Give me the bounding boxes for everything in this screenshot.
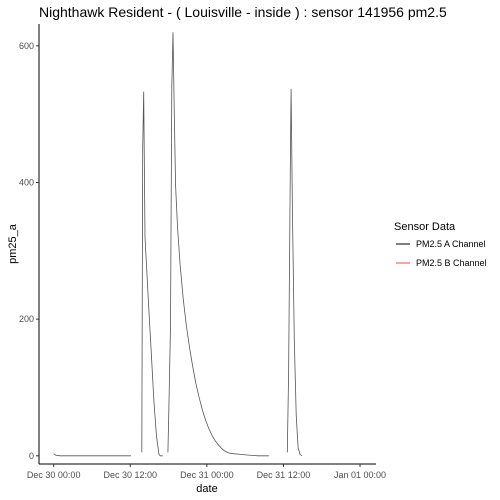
- x-tick-label: Dec 30 00:00: [27, 470, 81, 480]
- y-tick-label: 200: [19, 314, 34, 324]
- x-tick-label: Dec 31 00:00: [180, 470, 234, 480]
- x-tick-label: Dec 31 12:00: [257, 470, 311, 480]
- legend-label-b: PM2.5 B Channel: [416, 258, 487, 268]
- y-tick-label: 400: [19, 178, 34, 188]
- y-axis-title: pm25_a: [7, 223, 19, 264]
- series-layer: [53, 32, 303, 457]
- series-line-a-segment-4: [286, 88, 303, 457]
- x-ticks: Dec 30 00:00 Dec 30 12:00 Dec 31 00:00 Dec …: [27, 464, 386, 480]
- y-tick-label: 0: [29, 451, 34, 461]
- y-ticks: 0 200 400 600: [19, 41, 39, 461]
- plot-panel: [39, 24, 376, 464]
- legend-entry-b: PM2.5 B Channel: [396, 258, 487, 268]
- legend-label-a: PM2.5 A Channel: [416, 239, 486, 249]
- chart-title: Nighthawk Resident - ( Louisville - insi…: [39, 4, 447, 20]
- legend: Sensor Data PM2.5 A Channel PM2.5 B Chan…: [394, 221, 487, 268]
- series-line-a-segment-3: [167, 32, 269, 457]
- legend-title: Sensor Data: [394, 221, 456, 233]
- series-line-a-segment-2: [141, 91, 163, 457]
- y-tick-label: 600: [19, 41, 34, 51]
- x-axis-title: date: [196, 483, 217, 495]
- legend-entry-a: PM2.5 A Channel: [396, 239, 486, 249]
- series-line-a-segment-1: [53, 453, 131, 457]
- x-tick-label: Dec 30 12:00: [103, 470, 157, 480]
- x-tick-label: Jan 01 00:00: [334, 470, 386, 480]
